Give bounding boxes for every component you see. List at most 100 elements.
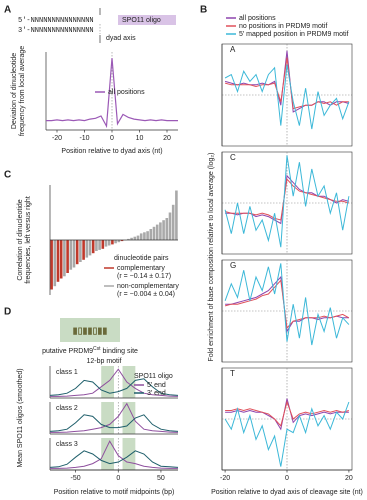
bar [114, 240, 117, 244]
legend-label: complementary [117, 265, 165, 272]
oligo-box [118, 15, 176, 25]
bar [88, 240, 92, 256]
y-axis-label: Fold enrichment of base composition rela… [208, 153, 215, 362]
subplot-title: class 3 [56, 441, 78, 448]
x-tick-label: 50 [157, 475, 165, 482]
x-tick-label: 0 [116, 475, 120, 482]
subplot-title: class 2 [56, 405, 78, 412]
x-axis-label: Position relative to dyad axis (nt) [61, 148, 162, 155]
bar [53, 240, 57, 287]
bar [111, 240, 114, 245]
x-tick-label: -10 [79, 135, 89, 142]
bar [133, 236, 137, 240]
x-tick-label: -20 [220, 475, 230, 482]
legend-title: SPO11 oligo [134, 373, 173, 380]
line-series [225, 400, 350, 427]
line-series [49, 414, 179, 432]
motif-logo [60, 318, 120, 342]
line-series [50, 368, 179, 397]
x-tick-label: 10 [136, 135, 144, 142]
line-series [224, 64, 350, 130]
bar [72, 240, 76, 268]
panel-label: A [4, 5, 11, 16]
legend-label: non-complementary [117, 283, 179, 290]
x-tick-label: 20 [163, 135, 171, 142]
bar [85, 240, 89, 258]
x-axis-label: Position relative to motif midpoints (bp… [54, 489, 175, 496]
bar [143, 232, 146, 240]
line-series [224, 50, 350, 113]
subplot-title: G [230, 261, 236, 270]
motif-length: 12-bp motif [86, 358, 121, 365]
bar [91, 240, 95, 254]
bar [175, 190, 178, 240]
line-series [224, 263, 350, 346]
bar [50, 240, 53, 290]
motif-label-sup: Cst [93, 346, 101, 352]
subplot-title: C [230, 153, 236, 162]
bar [130, 237, 133, 240]
legend-title: dinucleotide pairs [114, 255, 169, 262]
line-series [225, 275, 349, 333]
bar [120, 240, 124, 242]
x-axis-label: Position relative to dyad axis of cleava… [211, 489, 363, 496]
panel-label: D [4, 307, 11, 318]
bar [127, 238, 130, 240]
bar [63, 240, 66, 277]
bar [165, 218, 169, 240]
subplot-title: T [230, 369, 235, 378]
y-axis-label: frequency from local average [19, 46, 26, 136]
bar [79, 240, 82, 262]
legend-stat: (r = −0.004 ± 0.04) [117, 291, 175, 298]
bar [136, 235, 140, 240]
bar [159, 222, 162, 240]
line-series [50, 402, 179, 433]
bar [107, 240, 111, 246]
bar [56, 240, 60, 282]
bar [171, 204, 175, 240]
bar [69, 240, 73, 270]
bar [82, 240, 85, 260]
motif-label: putative PRDM9Cst binding site [42, 346, 138, 355]
bar [155, 224, 159, 240]
legend-label: no positions in PRDM9 motif [239, 23, 327, 30]
bar [66, 240, 69, 273]
bar [75, 240, 79, 265]
line-series [50, 440, 178, 469]
dyad-label: dyad axis [106, 35, 136, 42]
line-series [49, 450, 179, 468]
line-series [224, 57, 349, 110]
legend-label: all positions [239, 15, 276, 22]
bar [59, 240, 63, 279]
y-axis-label: Correlation of dinucleotide [17, 199, 24, 280]
bar [152, 226, 156, 240]
legend-label: all positions [108, 89, 145, 96]
bar [149, 229, 153, 240]
legend-label: 5′ end [147, 382, 166, 389]
bar [98, 240, 101, 250]
x-tick-label: 0 [285, 475, 289, 482]
x-tick-label: 20 [345, 475, 353, 482]
highlight-band [122, 438, 136, 470]
line-series [224, 178, 350, 221]
bar [146, 231, 149, 240]
highlight-band [122, 366, 136, 398]
subplot-title: A [230, 45, 236, 54]
bar [139, 233, 143, 240]
line-series [224, 155, 350, 248]
panel-label: C [4, 170, 11, 181]
motif-label-text: binding site [101, 348, 138, 355]
line-series [49, 378, 179, 396]
x-tick-label: 0 [110, 135, 114, 142]
motif-label-text: putative PRDM9 [42, 348, 93, 355]
y-axis-label: Deviation of dinucleotide [11, 53, 18, 129]
line-series [46, 58, 178, 129]
x-tick-label: -50 [71, 475, 81, 482]
legend-label: 3′ end [147, 390, 166, 397]
bar [104, 240, 108, 247]
bar [117, 240, 121, 243]
y-axis-label: frequencies, left versus right [25, 196, 32, 284]
line-series [224, 401, 350, 467]
bar [95, 240, 98, 251]
